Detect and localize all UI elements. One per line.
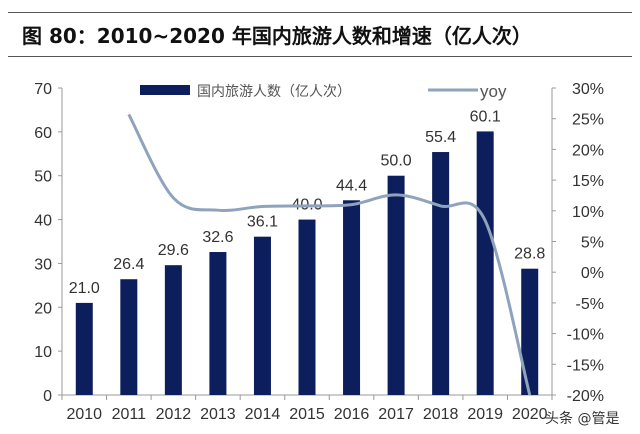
bar-2011	[120, 279, 138, 395]
legend-bar-swatch	[140, 85, 190, 95]
left-tick-label: 60	[34, 125, 52, 142]
legend-line-label: yoy	[480, 82, 507, 101]
left-tick-label: 0	[43, 388, 52, 405]
bar-data-label: 44.4	[336, 177, 367, 194]
bar-data-label: 21.0	[69, 280, 100, 297]
x-tick-label: 2019	[467, 406, 503, 423]
bar-2014	[253, 236, 271, 395]
bar-2019	[476, 131, 494, 395]
x-tick-label: 2018	[423, 406, 459, 423]
top-rule	[8, 12, 632, 13]
bar-2018	[432, 152, 450, 395]
right-tick-label: 10%	[572, 204, 604, 221]
bar-data-label: 60.1	[470, 108, 501, 125]
x-tick-label: 2020	[512, 406, 548, 423]
x-tick-label: 2017	[378, 406, 414, 423]
left-tick-label: 10	[34, 344, 52, 361]
x-tick-label: 2011	[112, 406, 147, 423]
right-tick-label: -10%	[567, 327, 604, 344]
right-tick-label: 20%	[572, 142, 604, 159]
x-tick-label: 2014	[245, 406, 281, 423]
watermark: 头条 @管是	[545, 411, 620, 427]
x-tick-label: 2015	[289, 406, 325, 423]
x-tick-label: 2012	[156, 406, 192, 423]
bar-2015	[298, 219, 316, 395]
left-tick-label: 40	[34, 213, 52, 230]
x-tick-label: 2010	[66, 406, 102, 423]
right-tick-label: 5%	[581, 235, 604, 252]
x-tick-label: 2013	[200, 406, 236, 423]
bar-2016	[343, 200, 361, 395]
bar-data-label: 36.1	[247, 214, 278, 231]
x-tick-label: 2016	[334, 406, 370, 423]
bar-data-label: 32.6	[202, 229, 233, 246]
bar-2017	[387, 175, 405, 395]
bar-data-label: 29.6	[158, 242, 189, 259]
bar-data-label: 28.8	[514, 246, 545, 263]
right-tick-label: -20%	[567, 388, 604, 405]
right-tick-label: 25%	[572, 112, 604, 129]
left-tick-label: 50	[34, 169, 52, 186]
yoy-line	[127, 113, 532, 396]
right-tick-label: -15%	[567, 357, 604, 374]
left-tick-label: 70	[34, 81, 52, 98]
title-rule	[8, 56, 632, 57]
bar-2020	[521, 268, 539, 395]
bar-data-label: 55.4	[425, 129, 456, 146]
bar-2013	[209, 252, 227, 395]
right-tick-label: 30%	[572, 81, 604, 98]
left-tick-label: 30	[34, 256, 52, 273]
legend-bar-label: 国内旅游人数（亿人次）	[197, 83, 351, 99]
bar-data-label: 26.4	[113, 256, 144, 273]
right-tick-label: 15%	[572, 173, 604, 190]
bar-data-label: 50.0	[381, 153, 412, 170]
right-tick-label: -5%	[576, 296, 604, 313]
left-tick-label: 20	[34, 300, 52, 317]
bar-2010	[75, 302, 93, 395]
bar-2012	[164, 265, 182, 395]
right-tick-label: 0%	[581, 265, 604, 282]
chart-title: 图 80：2010~2020 年国内旅游人数和增速（亿人次）	[22, 24, 532, 48]
